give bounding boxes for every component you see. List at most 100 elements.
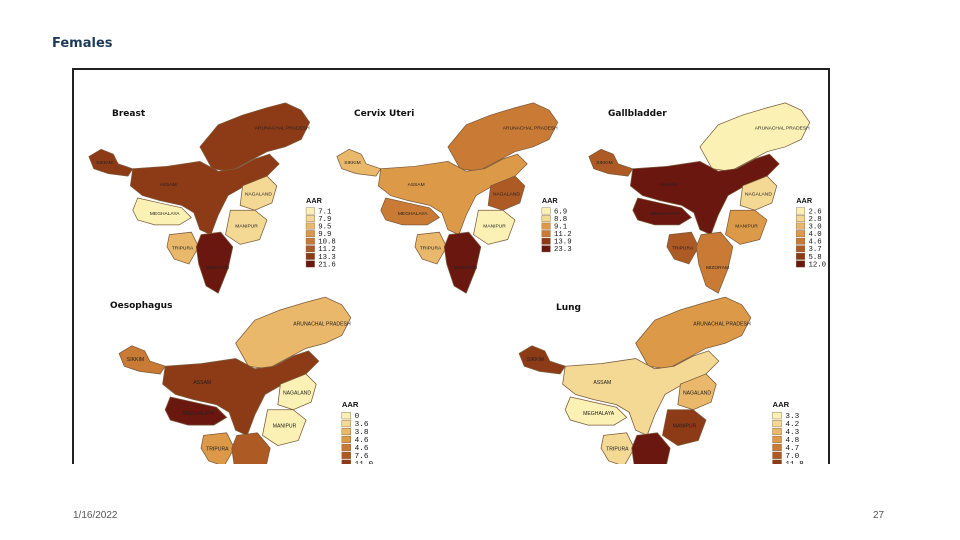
state-label-manipur: MANIPUR — [483, 223, 506, 229]
legend-swatch — [772, 443, 782, 451]
state-region-assam — [629, 153, 780, 236]
legend-swatch — [305, 207, 315, 215]
state-label-sikkim: SIKKIM — [596, 160, 613, 166]
legend-swatch — [341, 459, 351, 464]
state-region-mizoram — [443, 231, 482, 294]
legend-value: 13.3 — [318, 254, 336, 262]
legend-swatch — [796, 253, 806, 260]
legend-value: 9.1 — [554, 224, 568, 232]
legend-value: 23.3 — [554, 246, 572, 254]
legend-value: 4.8 — [785, 437, 799, 445]
state-label-tripura: TRIPURA — [672, 245, 694, 251]
legend-swatch — [305, 215, 315, 222]
legend: AAR 2.62.83.04.04.63.75.812.0 — [796, 196, 826, 269]
map-panel-gallbladder: SIKKIM ARUNACHAL PRADESH ASSAM MEGHALAYA TRI… — [588, 102, 826, 294]
state-label-manipur: MANIPUR — [735, 223, 758, 229]
legend-title: AAR — [342, 400, 359, 409]
legend-value: 3.3 — [785, 413, 799, 421]
legend-swatch — [796, 245, 806, 253]
state-label-arunachal: ARUNACHAL PRADESH — [503, 126, 558, 132]
legend-swatch — [796, 222, 806, 230]
state-label-arunachal: ARUNACHAL PRADESH — [755, 126, 810, 132]
legend-swatch — [305, 260, 315, 268]
legend-value: 4.6 — [355, 437, 369, 445]
legend-value: 21.6 — [318, 261, 336, 269]
state-label-sikkim: SIKKIM — [96, 160, 113, 166]
legend-value: 7.1 — [318, 208, 332, 216]
state-label-meghalaya: MEGHALAYA — [183, 411, 215, 417]
state-region-assam — [129, 153, 280, 236]
panel-title: Gallbladder — [608, 109, 667, 119]
legend-swatch — [541, 222, 551, 230]
state-region-assam — [162, 350, 320, 436]
legend: AAR 6.98.89.111.213.923.3 — [541, 196, 572, 254]
state-label-meghalaya: MEGHALAYA — [583, 411, 615, 417]
legend-value: 2.6 — [808, 208, 821, 216]
legend-swatch — [796, 207, 806, 215]
legend-swatch — [341, 443, 351, 451]
state-label-arunachal: ARUNACHAL PRADESH — [293, 321, 351, 327]
legend-swatch — [772, 427, 782, 436]
map-panel-lung: SIKKIM ARUNACHAL PRADESH ASSAM MEGHALAYA TRI… — [518, 296, 804, 464]
legend-value: 3.7 — [808, 246, 821, 254]
state-region-mizoram — [195, 231, 234, 294]
state-region-manipur — [262, 409, 307, 447]
legend-swatch — [341, 435, 351, 443]
legend-value: 4.7 — [785, 445, 799, 453]
legend-title: AAR — [796, 196, 813, 205]
state-label-tripura: TRIPURA — [172, 245, 194, 251]
legend-value: 4.2 — [785, 421, 799, 429]
legend-value: 8.8 — [554, 216, 567, 224]
panel-title: Oesophagus — [110, 301, 172, 311]
legend-value: 11.0 — [355, 461, 374, 464]
state-region-mizoram — [631, 432, 671, 464]
state-label-assam: ASSAM — [193, 380, 211, 386]
state-region-meghalaya — [632, 197, 692, 226]
legend-title: AAR — [773, 400, 790, 409]
legend-title: AAR — [542, 196, 559, 205]
state-region-tripura — [414, 231, 448, 265]
legend-swatch — [305, 253, 315, 260]
legend-value: 4.6 — [808, 239, 821, 247]
state-label-mizoram: MIZORAM — [206, 265, 229, 271]
state-region-mizoram — [695, 231, 734, 294]
state-label-manipur: MANIPUR — [673, 424, 697, 430]
state-region-meghalaya — [380, 197, 440, 226]
legend: AAR 7.17.99.59.910.811.213.321.6 — [305, 196, 336, 269]
state-region-nagaland — [739, 175, 778, 211]
map-panel-oesophagus: SIKKIM ARUNACHAL PRADESH ASSAM MEGHALAYA TRI… — [118, 296, 374, 464]
state-label-manipur: MANIPUR — [235, 223, 258, 229]
legend-value: 3.0 — [808, 224, 821, 232]
state-label-assam: ASSAM — [408, 182, 425, 188]
state-region-manipur — [225, 209, 268, 245]
legend-swatch — [305, 245, 315, 253]
state-region-assam — [377, 153, 528, 236]
state-label-arunachal: ARUNACHAL PRADESH — [255, 126, 310, 132]
legend-value: 9.5 — [318, 224, 331, 232]
legend-swatch — [341, 451, 351, 459]
legend-swatch — [796, 237, 806, 245]
legend-value: 7.6 — [355, 453, 369, 461]
legend-swatch — [305, 230, 315, 238]
state-label-meghalaya: MEGHALAYA — [398, 211, 428, 217]
panel-title: Breast — [112, 109, 146, 119]
legend-swatch — [305, 237, 315, 245]
map-panel-cervix-uteri: SIKKIM ARUNACHAL PRADESH ASSAM MEGHALAYA TRI… — [336, 102, 572, 294]
legend-value: 0 — [355, 413, 360, 421]
state-label-tripura: TRIPURA — [420, 245, 442, 251]
state-label-assam: ASSAM — [160, 182, 177, 188]
state-region-meghalaya — [564, 396, 628, 426]
legend-value: 11.2 — [554, 231, 572, 239]
map-panel-breast: SIKKIM ARUNACHAL PRADESH ASSAM MEGHALAYA TRI… — [88, 102, 336, 294]
legend-value: 4.3 — [785, 429, 799, 437]
state-label-sikkim: SIKKIM — [344, 160, 361, 166]
state-label-tripura: TRIPURA — [606, 447, 629, 453]
legend-value: 2.8 — [808, 216, 821, 224]
legend-swatch — [541, 230, 551, 238]
legend-value: 5.8 — [808, 254, 821, 262]
legend-swatch — [772, 412, 782, 420]
state-label-nagaland: NAGALAND — [683, 390, 711, 396]
panel-title: Lung — [556, 303, 581, 313]
state-label-nagaland: NAGALAND — [745, 192, 772, 198]
